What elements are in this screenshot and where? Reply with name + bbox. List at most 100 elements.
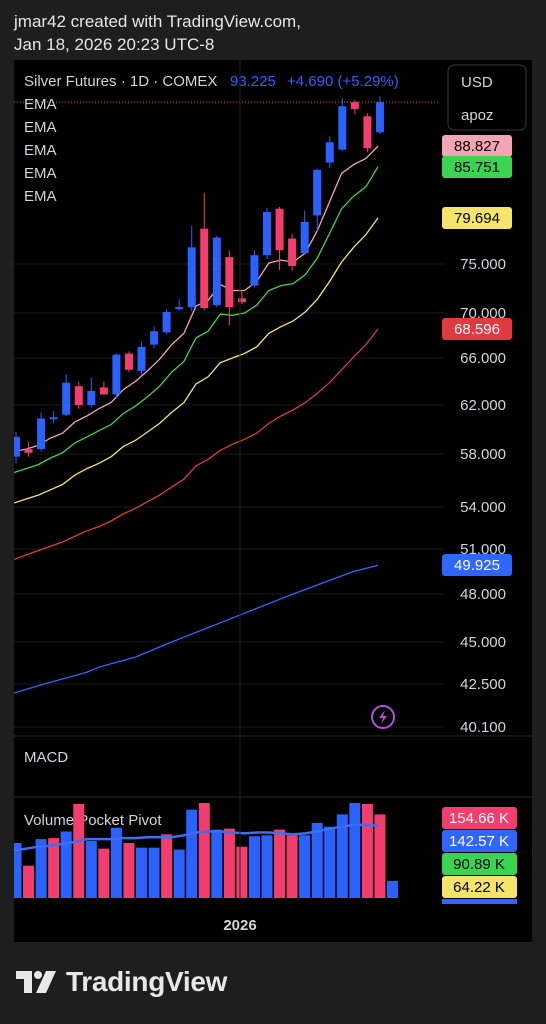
candle-body xyxy=(24,449,33,453)
price-tick-label[interactable]: 40.100 xyxy=(460,719,506,736)
ema-label-4[interactable]: EMA xyxy=(24,165,57,182)
candles xyxy=(12,96,384,464)
volume-bar xyxy=(236,846,248,898)
ema-label-2[interactable]: EMA xyxy=(24,119,57,136)
volume-badge-text: 64.22 K xyxy=(453,879,505,896)
volume-bar xyxy=(85,841,97,898)
volume-bar xyxy=(387,880,398,898)
candle-body xyxy=(37,418,46,450)
time-label-2026: 2026 xyxy=(223,917,256,934)
macd-label[interactable]: MACD xyxy=(24,749,68,766)
candle-body xyxy=(212,237,221,306)
currency-unit-box[interactable]: USD apoz xyxy=(447,64,527,131)
volume-bar xyxy=(60,831,72,898)
candle-body xyxy=(175,307,184,310)
volume-bar xyxy=(324,826,336,898)
ema-label-1[interactable]: EMA xyxy=(24,96,57,113)
price-tick-label[interactable]: 58.000 xyxy=(460,446,506,463)
ema-lines xyxy=(13,145,379,694)
author-line: jmar42 created with TradingView.com, xyxy=(14,12,301,31)
volume-bar xyxy=(223,828,235,898)
volume-bars xyxy=(10,803,398,898)
candle-body xyxy=(313,169,322,216)
ema-label-3[interactable]: EMA xyxy=(24,142,57,159)
volume-bar xyxy=(173,849,185,898)
price-tick-label[interactable]: 45.000 xyxy=(460,634,506,651)
volume-badge-4 xyxy=(442,876,517,898)
candle-body xyxy=(338,106,347,150)
ema-line-4 xyxy=(13,328,379,561)
volume-bar xyxy=(148,847,160,898)
last-price-value: 93.225 xyxy=(230,73,276,90)
price-badge-text: 88.827 xyxy=(454,138,500,155)
price-tick-label[interactable]: 66.000 xyxy=(460,350,506,367)
price-badge-5 xyxy=(442,554,512,576)
volume-bar xyxy=(336,814,348,898)
price-tick-label[interactable]: 70.000 xyxy=(460,305,506,322)
grid xyxy=(14,263,444,728)
header: jmar42 created with TradingView.com, Jan… xyxy=(14,10,301,56)
volume-bar xyxy=(261,835,273,898)
candle-body xyxy=(150,331,159,345)
ema-label-5[interactable]: EMA xyxy=(24,188,57,205)
volume-badge-text: 90.89 K xyxy=(453,856,505,873)
candle-body xyxy=(237,298,246,303)
price-badge-text: 85.751 xyxy=(454,159,500,176)
price-badge-text: 49.925 xyxy=(454,557,500,574)
volume-bar xyxy=(349,803,361,898)
price-tick-label[interactable]: 42.500 xyxy=(460,676,506,693)
price-badge-3 xyxy=(442,207,512,229)
tradingview-logo[interactable]: TradingView xyxy=(16,966,227,998)
volume-average-line xyxy=(13,823,379,852)
volume-bar xyxy=(286,835,298,898)
volume-bar xyxy=(211,829,223,898)
chart-svg[interactable]: Silver Futures · 1D · COMEX 93.225 +4.69… xyxy=(10,60,532,942)
volume-bar xyxy=(73,803,85,898)
volume-bar xyxy=(248,836,260,898)
lightning-icon[interactable] xyxy=(371,705,395,729)
volume-bar xyxy=(299,835,311,898)
currency-label[interactable]: USD xyxy=(461,74,493,91)
volume-badge-3 xyxy=(442,853,517,875)
volume-bar xyxy=(374,814,386,898)
unit-label[interactable]: apoz xyxy=(461,107,494,124)
legend: Silver Futures · 1D · COMEX 93.225 +4.69… xyxy=(24,73,399,205)
ema-line-5 xyxy=(13,564,379,694)
volume-badge-2 xyxy=(442,830,517,852)
volume-bar xyxy=(10,842,22,898)
candle-body xyxy=(87,390,96,405)
volume-bar xyxy=(98,848,110,898)
candle-body xyxy=(99,387,108,395)
candle-body xyxy=(187,247,196,308)
volume-bar xyxy=(48,838,60,898)
candle-body xyxy=(325,142,334,163)
candle-body xyxy=(350,102,359,110)
candle-body xyxy=(275,208,284,251)
candle-body xyxy=(62,382,71,415)
candle-body xyxy=(12,436,20,457)
candle-body xyxy=(74,386,83,405)
price-tick-label[interactable]: 54.000 xyxy=(460,499,506,516)
ema-line-3 xyxy=(13,217,379,504)
volume-bar xyxy=(110,827,122,898)
volume-badge-text: 154.66 K xyxy=(449,810,509,827)
candle-body xyxy=(49,417,58,420)
price-badge-4 xyxy=(442,318,512,340)
price-badge-1 xyxy=(442,135,512,157)
volume-bar xyxy=(136,847,147,898)
volume-label[interactable]: Volume Pocket Pivot xyxy=(24,812,162,829)
date-line: Jan 18, 2026 20:23 UTC-8 xyxy=(14,35,215,54)
volume-badge-5 xyxy=(442,899,517,904)
price-tick-label[interactable]: 48.000 xyxy=(460,586,506,603)
chart-panel[interactable]: Silver Futures · 1D · COMEX 93.225 +4.69… xyxy=(10,60,532,942)
price-tick-label[interactable]: 75.000 xyxy=(460,256,506,273)
candle-body xyxy=(263,212,271,256)
price-axis[interactable]: 75.000 70.000 66.000 62.000 58.000 54.000 51.0… xyxy=(460,256,506,736)
price-badges: 88.827 85.751 79.694 68.596 49.925 xyxy=(442,135,512,576)
price-tick-label[interactable]: 62.000 xyxy=(460,397,506,414)
volume-badge-1 xyxy=(442,807,517,829)
candle-body xyxy=(363,116,372,149)
volume-bar xyxy=(123,842,135,898)
tradingview-logo-text: TradingView xyxy=(66,966,228,997)
price-tick-label[interactable]: 51.000 xyxy=(460,541,506,558)
